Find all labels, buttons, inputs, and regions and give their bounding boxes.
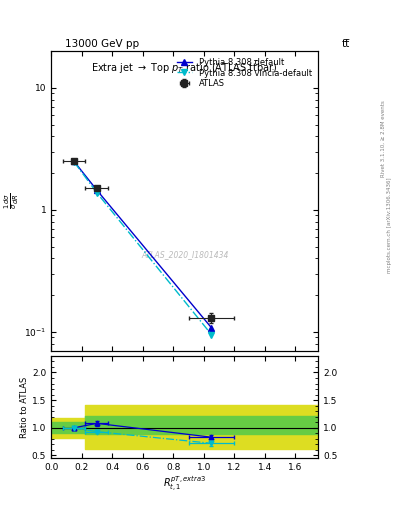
Pythia 8.308 default (72, 158, 76, 164)
Text: tt̅: tt̅ (342, 38, 350, 49)
Pythia 8.308 vincia-default (72, 159, 76, 165)
Text: mcplots.cern.ch [arXiv:1306.3436]: mcplots.cern.ch [arXiv:1306.3436] (387, 178, 391, 273)
Y-axis label: $\frac{1}{\sigma}\frac{d\sigma}{dR}$: $\frac{1}{\sigma}\frac{d\sigma}{dR}$ (3, 193, 21, 209)
Line: Pythia 8.308 default: Pythia 8.308 default (71, 158, 215, 331)
Line: Pythia 8.308 vincia-default: Pythia 8.308 vincia-default (71, 159, 215, 338)
Legend: Pythia 8.308 default, Pythia 8.308 vincia-default, ATLAS: Pythia 8.308 default, Pythia 8.308 vinci… (174, 55, 314, 91)
Pythia 8.308 default (209, 325, 214, 331)
Text: Rivet 3.1.10, ≥ 2.8M events: Rivet 3.1.10, ≥ 2.8M events (381, 100, 386, 177)
Pythia 8.308 vincia-default (95, 190, 99, 196)
Text: 13000 GeV pp: 13000 GeV pp (65, 38, 139, 49)
Pythia 8.308 vincia-default (209, 331, 214, 337)
Text: ATLAS_2020_I1801434: ATLAS_2020_I1801434 (141, 250, 228, 260)
X-axis label: $R_{t,1}^{pT,extra3}$: $R_{t,1}^{pT,extra3}$ (163, 475, 206, 494)
Y-axis label: Ratio to ATLAS: Ratio to ATLAS (20, 376, 29, 438)
Text: Extra jet $\rightarrow$ Top $p_T$ ratio (ATLAS t$\bar{\rm t}$bar): Extra jet $\rightarrow$ Top $p_T$ ratio … (92, 60, 278, 76)
Pythia 8.308 default (95, 187, 99, 193)
